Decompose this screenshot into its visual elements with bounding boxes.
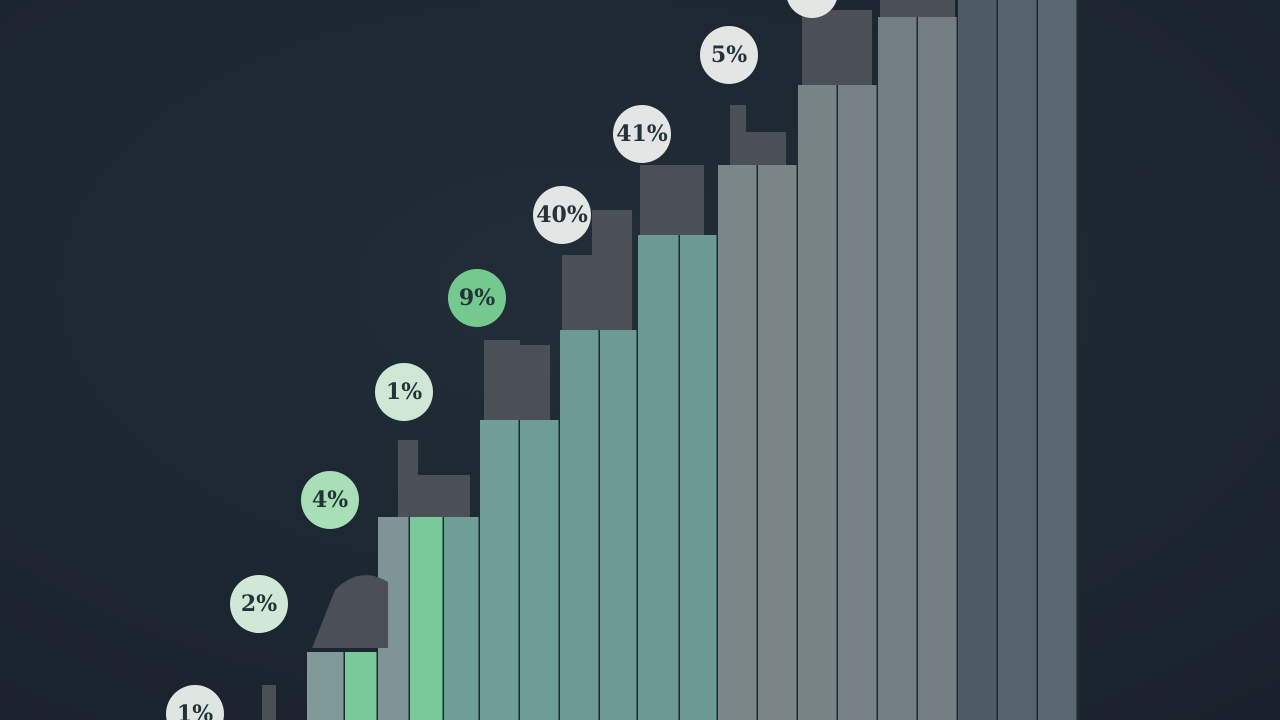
bar bbox=[345, 652, 378, 720]
building bbox=[262, 685, 276, 720]
bar bbox=[444, 517, 480, 720]
bubble bbox=[700, 26, 758, 84]
building bbox=[880, 0, 955, 17]
bubble bbox=[375, 363, 433, 421]
bubble bbox=[301, 471, 359, 529]
bar bbox=[600, 330, 638, 720]
bubble bbox=[787, 0, 837, 18]
buildings bbox=[262, 0, 955, 720]
bar bbox=[1038, 0, 1078, 720]
building bbox=[418, 475, 470, 517]
bubble-label: 1% bbox=[177, 701, 213, 720]
bar bbox=[480, 420, 520, 720]
bar bbox=[307, 652, 345, 720]
bubble bbox=[230, 575, 288, 633]
bar bbox=[958, 0, 998, 720]
bar bbox=[410, 517, 444, 720]
bar bbox=[758, 165, 798, 720]
bar bbox=[638, 235, 680, 720]
bar bbox=[520, 420, 560, 720]
building bbox=[592, 210, 632, 330]
bar bbox=[878, 17, 918, 720]
building bbox=[520, 345, 550, 420]
bubble bbox=[533, 186, 591, 244]
building bbox=[802, 10, 872, 85]
building bbox=[640, 165, 704, 235]
bubble bbox=[166, 685, 224, 720]
bubble-label: 5% bbox=[711, 42, 747, 68]
bubble-label: 4% bbox=[312, 487, 348, 513]
building bbox=[562, 255, 592, 330]
bubble bbox=[613, 105, 671, 163]
bubble-label: 1% bbox=[386, 379, 422, 405]
bubble-label: 9% bbox=[459, 285, 495, 311]
bar bbox=[918, 17, 958, 720]
labels: 1% 2% 4% 1% 9% 40% 41% 5% bbox=[166, 26, 758, 720]
bar bbox=[798, 85, 838, 720]
bar bbox=[718, 165, 758, 720]
bubble-label: 41% bbox=[616, 121, 668, 147]
building bbox=[730, 132, 786, 165]
bubble-label: 2% bbox=[241, 591, 277, 617]
bar bbox=[680, 235, 718, 720]
bubble-label: 40% bbox=[536, 202, 588, 228]
building bbox=[398, 440, 418, 517]
bars bbox=[307, 0, 1080, 720]
bubble bbox=[448, 269, 506, 327]
bar bbox=[998, 0, 1038, 720]
bar bbox=[838, 85, 878, 720]
building bbox=[484, 340, 520, 420]
bar bbox=[560, 330, 600, 720]
building bbox=[312, 575, 388, 648]
